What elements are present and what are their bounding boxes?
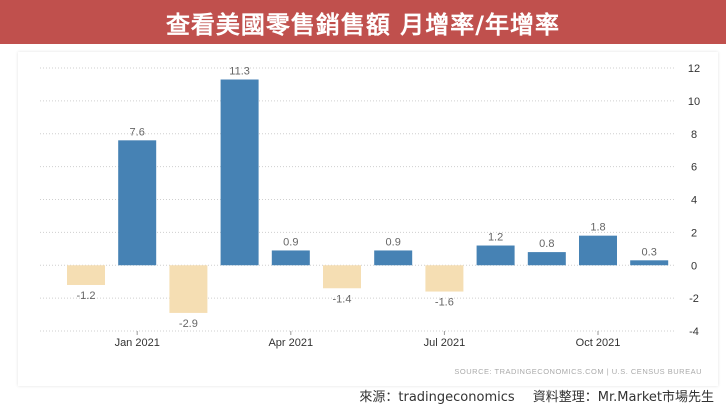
y-tick-label: 2	[691, 227, 697, 239]
y-tick-label: -2	[689, 293, 699, 305]
footer-credit: 來源：tradingeconomics 資料整理：Mr.Market市場先生	[345, 386, 714, 406]
x-tick-label: Oct 2021	[576, 337, 621, 349]
y-axis: 12 10 8 6 4 2 0 -2 -4	[688, 63, 700, 338]
bar	[425, 265, 464, 292]
bar	[220, 79, 259, 266]
data-label: 0.9	[386, 236, 401, 248]
data-label: -2.9	[179, 318, 198, 330]
data-label: 11.3	[229, 66, 250, 78]
y-tick-label: 4	[691, 195, 697, 207]
source-credit: 來源：tradingeconomics	[359, 390, 515, 405]
y-tick-label: 10	[688, 96, 700, 108]
x-axis: Jan 2021 Apr 2021 Jul 2021 Oct 2021	[115, 331, 621, 349]
bar	[67, 265, 105, 285]
bar	[476, 245, 515, 266]
bar	[374, 250, 413, 266]
arranged-by-credit: 資料整理：Mr.Market市場先生	[532, 390, 714, 405]
bar	[271, 250, 310, 266]
y-tick-label: -4	[689, 326, 699, 338]
bar-layer	[67, 79, 669, 313]
bar	[323, 265, 361, 289]
data-label: 0.8	[539, 238, 554, 250]
y-tick-label: 6	[691, 162, 697, 174]
bar	[579, 235, 617, 266]
data-label: -1.4	[333, 293, 352, 305]
value-label-layer: -1.2 7.6 -2.9 11.3 0.9 -1.4 0.9 -1.6 1.2 0.8 1.8 0.…	[77, 66, 657, 330]
bar	[527, 252, 566, 266]
data-label: 1.8	[590, 222, 605, 234]
data-label: 0.3	[642, 246, 657, 258]
x-tick-label: Jul 2021	[424, 337, 466, 349]
bar	[630, 260, 669, 266]
retail-sales-bar-chart: -1.2 7.6 -2.9 11.3 0.9 -1.4 0.9 -1.6 1.2 0.8 1.8 0.…	[40, 63, 702, 376]
data-label: 0.9	[283, 236, 298, 248]
bar	[118, 140, 157, 266]
data-label: 1.2	[488, 232, 503, 244]
y-tick-label: 0	[691, 260, 697, 272]
x-tick-label: Jan 2021	[115, 337, 160, 349]
data-label: -1.6	[435, 297, 454, 309]
page-title: 查看美國零售銷售額 月增率/年增率	[165, 10, 561, 39]
x-tick-label: Apr 2021	[268, 337, 313, 349]
y-tick-label: 12	[688, 63, 700, 75]
data-label: 7.6	[130, 126, 145, 138]
source-note: SOURCE: TRADINGECONOMICS.COM | U.S. CENS…	[454, 367, 702, 376]
bar	[169, 265, 208, 313]
data-label: -1.2	[77, 290, 96, 302]
y-tick-label: 8	[691, 129, 697, 141]
chart-panel: -1.2 7.6 -2.9 11.3 0.9 -1.4 0.9 -1.6 1.2 0.8 1.8 0.…	[18, 52, 718, 386]
title-banner: 查看美國零售銷售額 月增率/年增率	[0, 0, 726, 44]
